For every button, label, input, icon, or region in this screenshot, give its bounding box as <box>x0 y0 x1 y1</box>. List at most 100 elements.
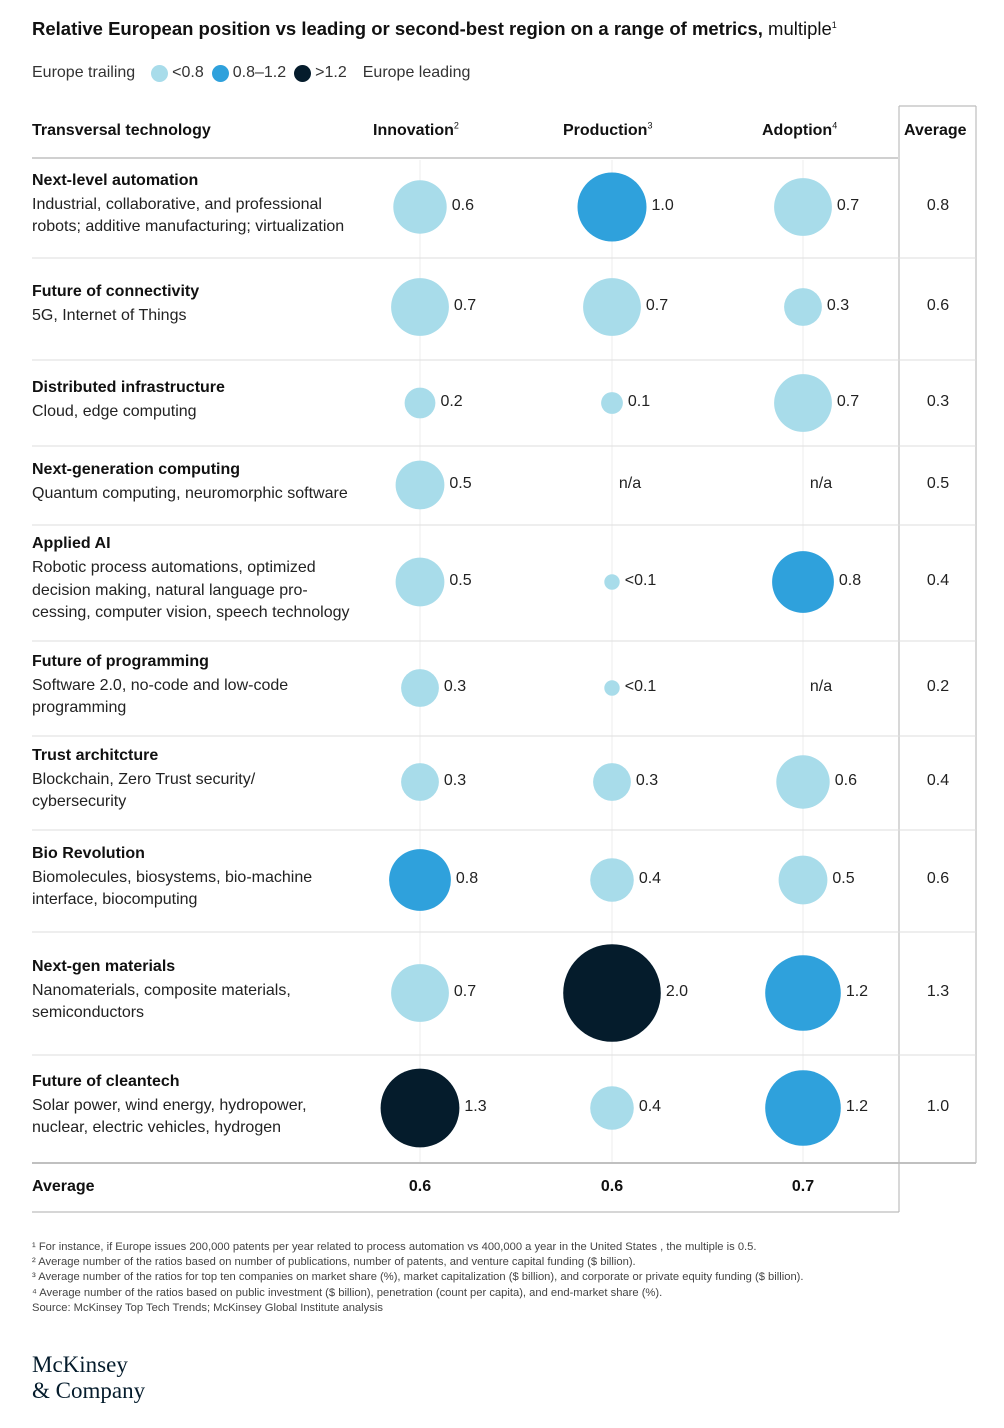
row-average: 0.2 <box>926 678 950 695</box>
row-subtitle: Robotic process automations, optimized d… <box>32 559 350 622</box>
bubble-production <box>590 1086 634 1130</box>
column-average-production: 0.6 <box>600 1178 624 1195</box>
bubble-production <box>604 680 620 696</box>
row-title: Next-generation computing <box>32 460 241 478</box>
value-label-adoption: 0.3 <box>826 297 850 314</box>
bubble-innovation <box>395 557 445 607</box>
value-label-production: 0.7 <box>645 297 669 314</box>
bubble-adoption <box>784 288 822 326</box>
row-title: Distributed infrastructure <box>32 378 225 396</box>
row-subtitle: Blockchain, Zero Trust security/ cyberse… <box>32 770 256 811</box>
source-note: Source: McKinsey Top Tech Trends; McKins… <box>32 1301 383 1314</box>
row-subtitle: Software 2.0, no-code and low-code progr… <box>32 676 289 717</box>
bubble-adoption <box>774 178 832 236</box>
value-label-innovation: 0.5 <box>449 572 472 589</box>
column-average-innovation: 0.6 <box>408 1178 432 1195</box>
header-average: Average <box>904 122 967 139</box>
value-label-production: 0.1 <box>627 393 651 410</box>
footnote-4: ⁴ Average number of the ratios based on … <box>32 1286 663 1299</box>
row-title: Next-gen materials <box>32 957 176 975</box>
bubble-adoption <box>776 755 830 809</box>
bubble-innovation <box>404 387 436 419</box>
bubble-production <box>583 278 641 336</box>
row-subtitle: 5G, Internet of Things <box>32 306 187 324</box>
bubble-adoption <box>765 955 841 1031</box>
bubble-adoption <box>765 1070 841 1146</box>
value-label-production: 0.4 <box>638 870 662 887</box>
row-title: Bio Revolution <box>32 844 145 862</box>
footnotes: ¹ For instance, if Europe issues 200,000… <box>32 1240 804 1316</box>
row-title: Trust architcture <box>32 746 159 764</box>
value-label-innovation: 0.5 <box>449 475 472 492</box>
legend-dot-high <box>294 64 312 82</box>
column-average-adoption: 0.7 <box>791 1178 815 1195</box>
legend-label-mid: 0.8–1.2 <box>232 64 287 81</box>
row-average: 0.4 <box>926 572 950 589</box>
row-title: Next-level automation <box>32 171 199 189</box>
value-label-production: 0.3 <box>635 772 659 789</box>
bubble-innovation <box>395 460 445 510</box>
bubble-production <box>601 392 623 414</box>
bubble-production <box>604 574 620 590</box>
header-adoption: Adoption4 <box>762 120 838 139</box>
footnote-3: ³ Average number of the ratios for top t… <box>32 1271 804 1284</box>
bubble-innovation <box>389 849 451 911</box>
title-unit: multiple <box>768 18 832 39</box>
legend-item-high: >1.2 <box>294 64 347 82</box>
legend-dot-low <box>151 64 169 82</box>
bubble-production <box>577 172 647 242</box>
logo-line-2: & Company <box>32 1378 146 1403</box>
row-average: 0.6 <box>926 297 950 314</box>
row-subtitle: Biomolecules, biosystems, bio-machine in… <box>32 868 313 909</box>
row-average: 0.4 <box>926 772 950 789</box>
value-label-production: 1.0 <box>651 197 674 214</box>
row-subtitle: Quantum computing, neuromorphic software <box>32 484 348 502</box>
bubble-adoption <box>772 551 834 613</box>
value-label-production: n/a <box>618 475 642 492</box>
value-label-innovation: 0.8 <box>455 870 479 887</box>
chart-title: Relative European position vs leading or… <box>32 18 837 39</box>
value-label-innovation: 0.3 <box>443 772 467 789</box>
row-average: 0.3 <box>926 393 950 410</box>
logo-line-1: McKinsey <box>32 1352 128 1377</box>
bubble-innovation <box>393 180 447 234</box>
legend: Europe trailing <0.8 0.8–1.2 >1.2 Europe… <box>32 62 470 84</box>
value-label-adoption: n/a <box>809 678 833 695</box>
row-title: Applied AI <box>32 535 111 553</box>
legend-item-low: <0.8 <box>151 64 204 82</box>
bubble-production <box>563 944 661 1042</box>
legend-start-label: Europe trailing <box>32 64 136 81</box>
row-average: 1.3 <box>926 983 950 1000</box>
row-title: Future of programming <box>32 652 209 670</box>
row-subtitle: Industrial, collaborative, and professio… <box>32 195 345 236</box>
bubble-production <box>590 858 634 902</box>
row-average: 0.5 <box>926 475 950 492</box>
value-label-adoption: 0.8 <box>838 572 862 589</box>
bubble-adoption <box>774 374 832 432</box>
row-average: 0.6 <box>926 870 950 887</box>
bubble-innovation <box>391 964 449 1022</box>
legend-dot-mid <box>211 64 229 82</box>
value-label-innovation: 0.7 <box>453 983 477 1000</box>
value-label-innovation: 0.3 <box>443 678 467 695</box>
value-label-adoption: 1.2 <box>845 1098 869 1115</box>
value-label-adoption: 0.7 <box>836 393 860 410</box>
row-average: 0.8 <box>926 197 950 214</box>
bubble-innovation <box>401 669 439 707</box>
value-label-innovation: 0.6 <box>451 197 474 214</box>
bubble-innovation <box>380 1068 460 1148</box>
footnote-2: ² Average number of the ratios based on … <box>32 1256 636 1269</box>
value-label-innovation: 0.2 <box>440 393 463 410</box>
value-label-production: <0.1 <box>624 678 657 695</box>
legend-label-high: >1.2 <box>315 64 347 81</box>
legend-end-label: Europe leading <box>362 64 471 81</box>
value-label-innovation: 1.3 <box>464 1098 487 1115</box>
row-subtitle: Nanomaterials, composite materials, semi… <box>32 981 291 1022</box>
footnote-1: ¹ For instance, if Europe issues 200,000… <box>32 1241 757 1253</box>
value-label-production: <0.1 <box>624 572 657 589</box>
title-footnote-mark: 1 <box>831 19 837 30</box>
column-average-label: Average <box>32 1178 95 1195</box>
value-label-production: 0.4 <box>638 1098 662 1115</box>
value-label-adoption: 0.6 <box>834 772 857 789</box>
